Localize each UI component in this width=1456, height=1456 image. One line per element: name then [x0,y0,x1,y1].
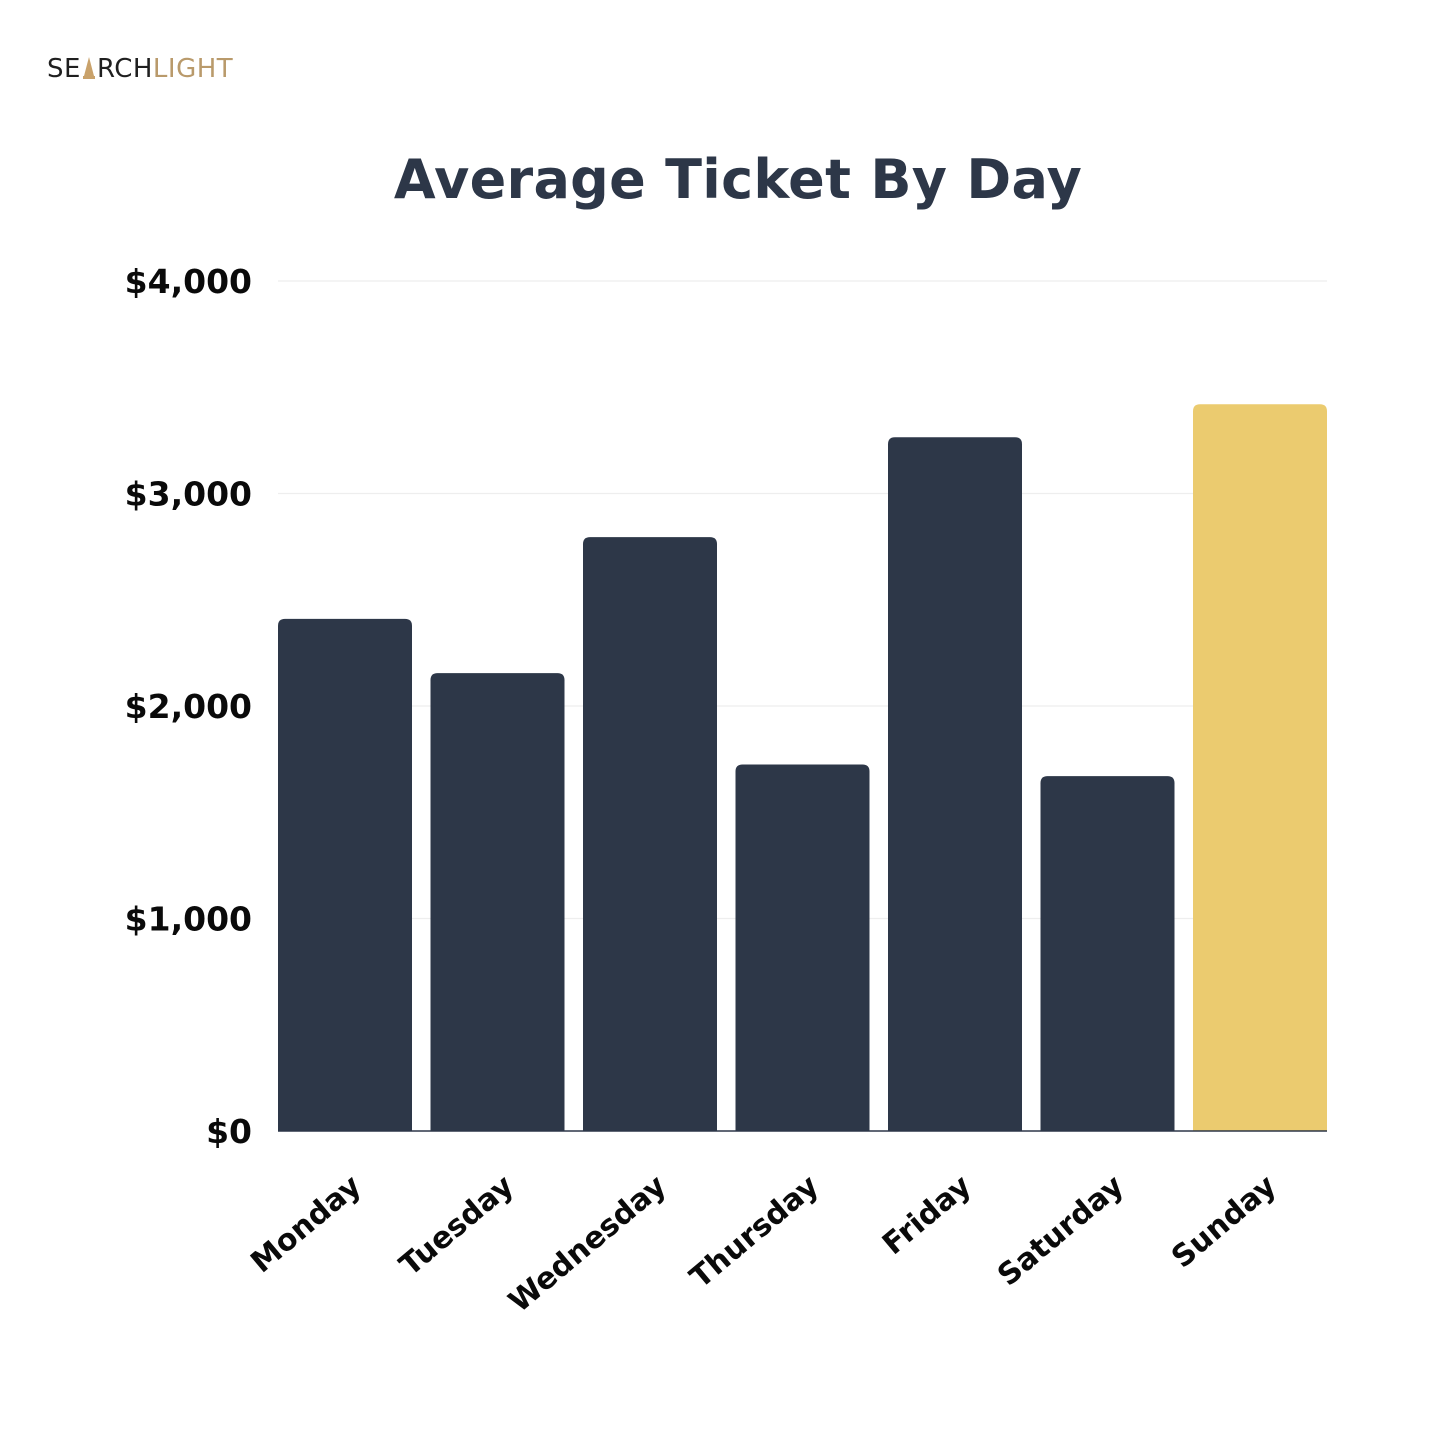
chart-title: Average Ticket By Day [393,148,1083,211]
y-axis-tick-labels: $0 $1,000 $2,000 $3,000 $4,000 [125,262,252,1151]
logo-text-part1: SE [47,54,81,84]
logo-text-part2: RCH [96,54,153,84]
x-tick-label-tuesday: Tuesday [393,1168,521,1283]
y-tick-label-3: $3,000 [125,475,252,514]
x-tick-label-thursday: Thursday [683,1168,825,1295]
bar-friday [888,437,1022,1131]
x-tick-label-saturday: Saturday [991,1168,1131,1293]
logo-text-part3: LIGHT [152,54,234,84]
bar-saturday [1040,776,1175,1131]
bar-monday [278,618,412,1131]
logo-wordmark: SE RCHLIGHT [47,54,233,84]
searchlight-beam-icon [82,57,95,79]
y-tick-label-2: $2,000 [125,687,252,726]
bar-wednesday [583,537,717,1131]
y-tick-label-0: $0 [206,1112,252,1151]
bars [278,404,1327,1131]
x-tick-label-friday: Friday [876,1168,979,1262]
x-tick-label-monday: Monday [244,1168,368,1280]
y-tick-label-4: $4,000 [125,262,252,301]
x-tick-label-sunday: Sunday [1165,1168,1283,1275]
bar-thursday [735,764,870,1131]
y-tick-label-1: $1,000 [125,900,252,939]
bar-tuesday [430,673,565,1131]
bar-sunday [1193,404,1327,1131]
brand-logo: SE RCHLIGHT [47,52,233,86]
x-tick-label-wednesday: Wednesday [502,1168,673,1320]
